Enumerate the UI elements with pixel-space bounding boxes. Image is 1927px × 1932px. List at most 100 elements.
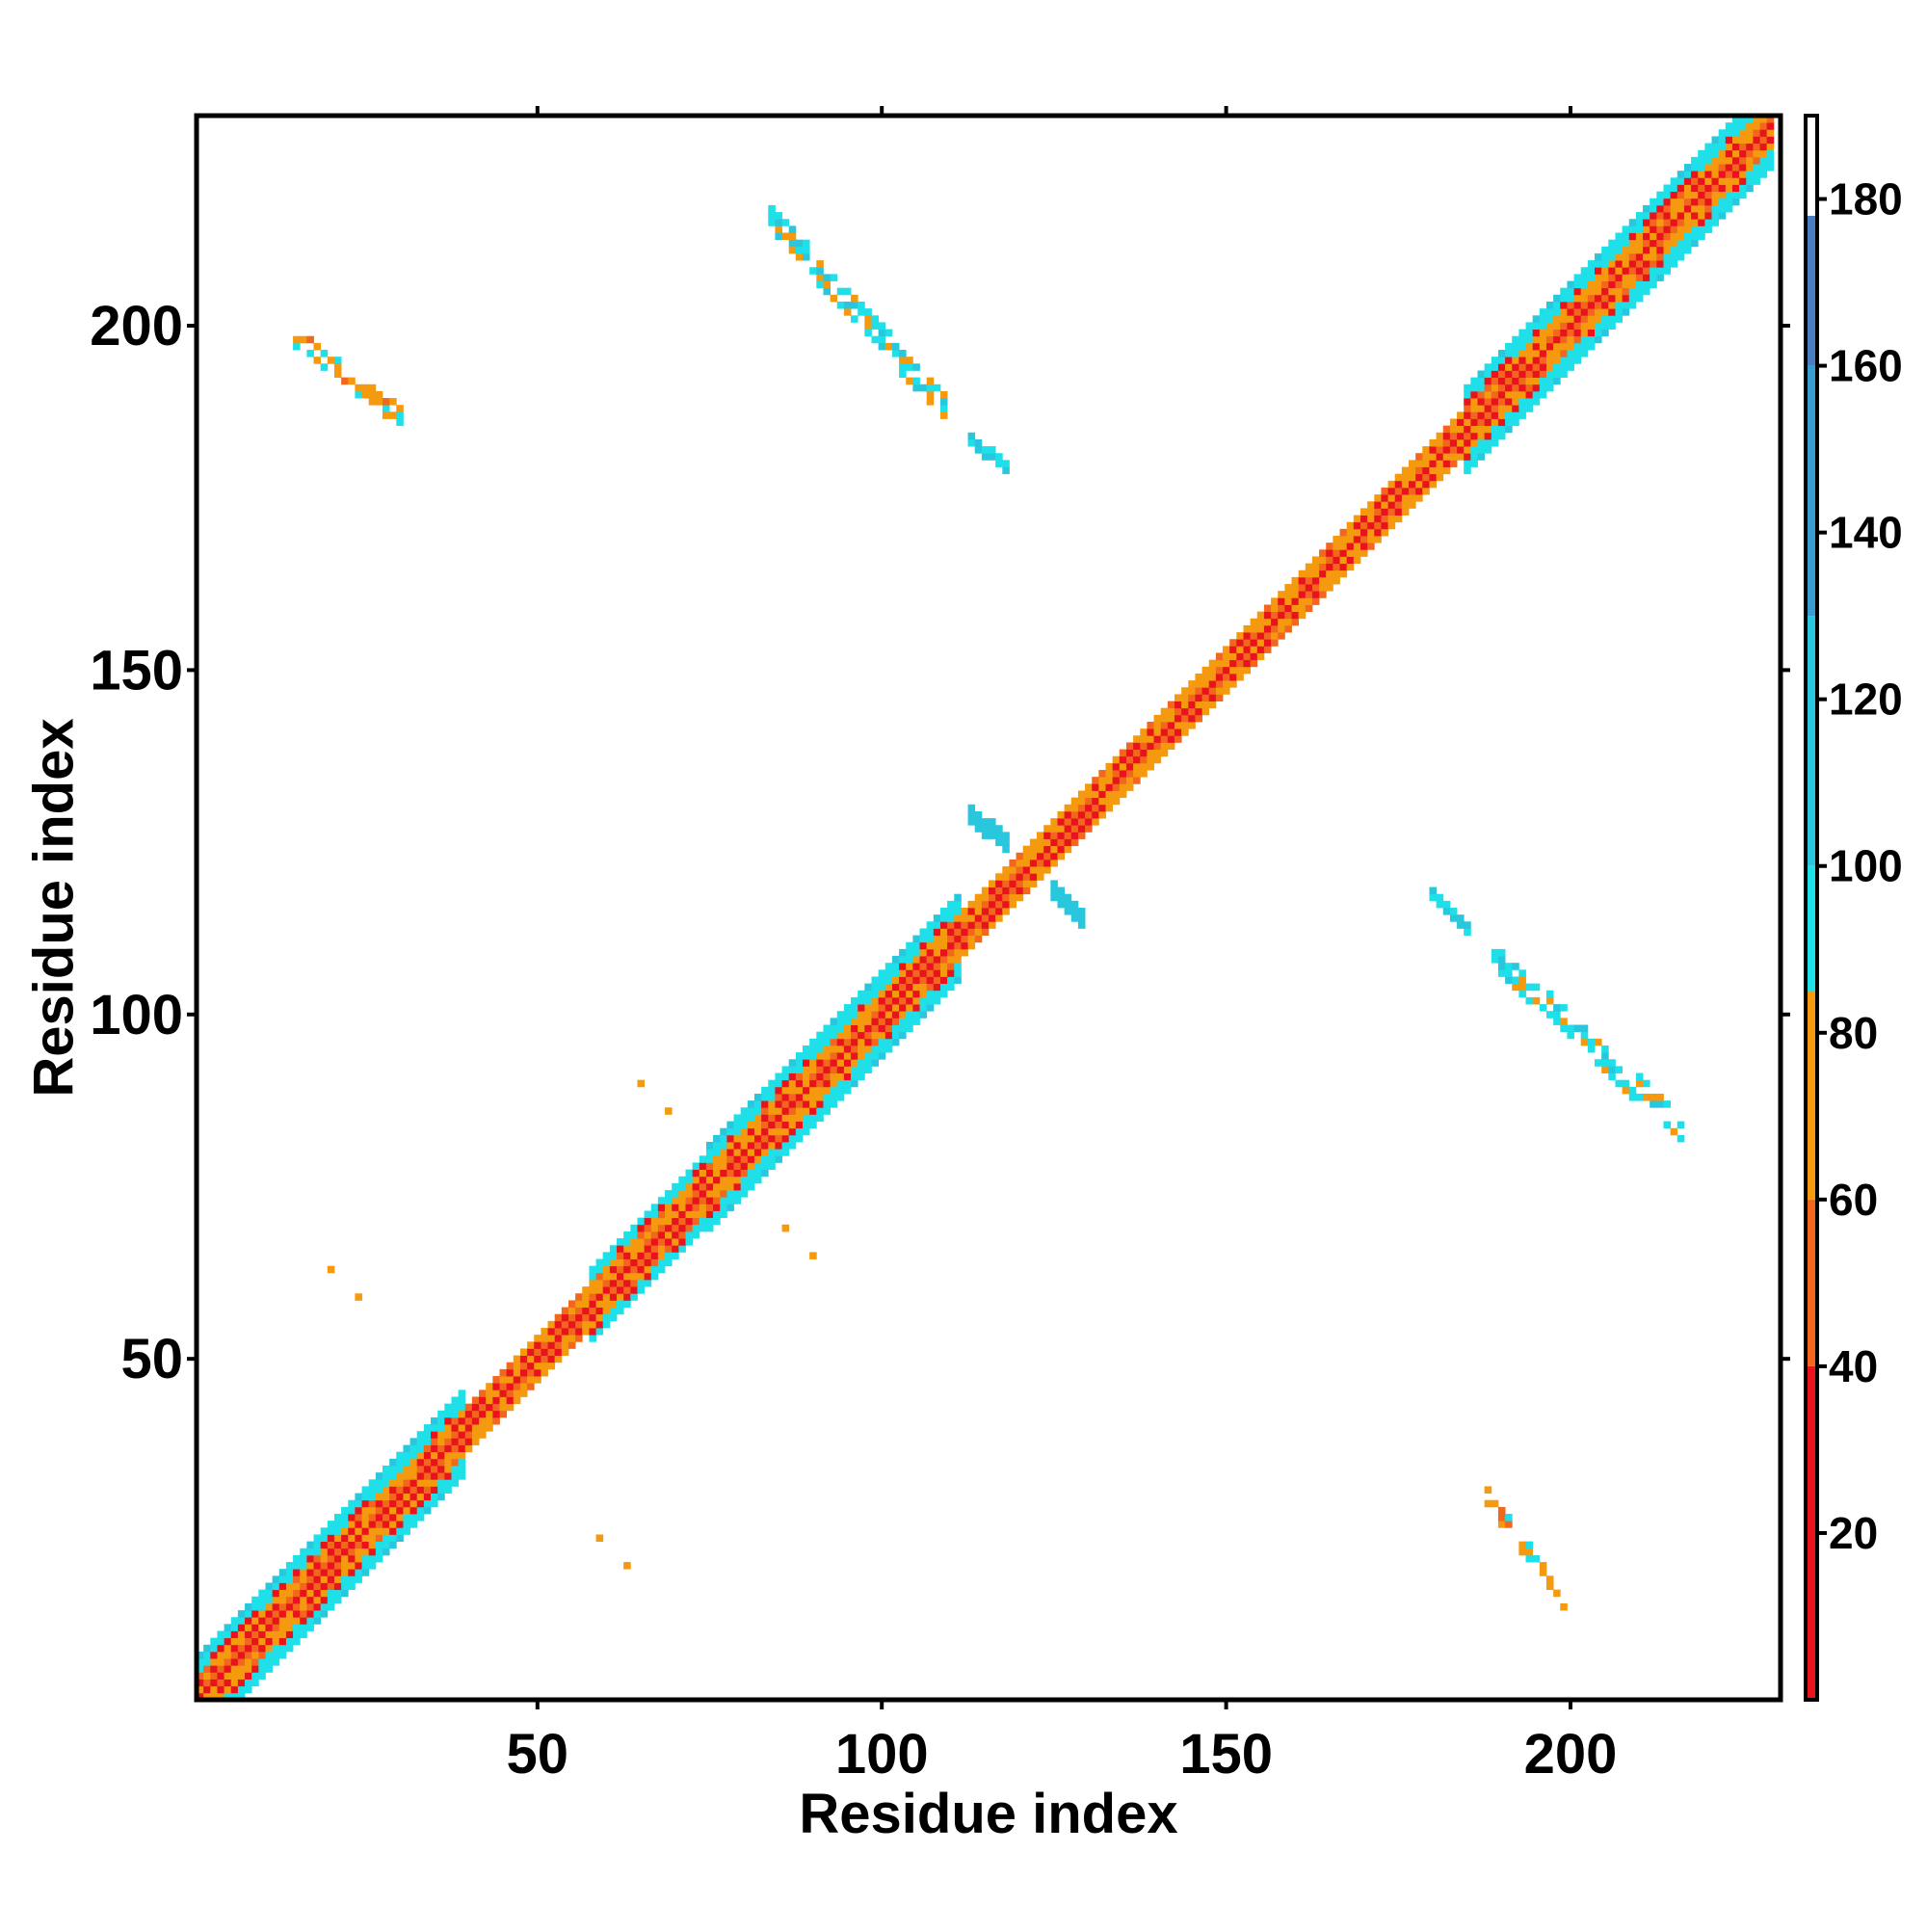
heatmap-cell bbox=[361, 1521, 370, 1528]
heatmap-cell bbox=[245, 1617, 252, 1625]
heatmap-cell bbox=[1608, 252, 1616, 261]
heatmap-cell bbox=[685, 1176, 694, 1184]
heatmap-cell bbox=[967, 914, 976, 922]
heatmap-cell bbox=[989, 446, 996, 454]
heatmap-cell bbox=[609, 1252, 618, 1259]
heatmap-cell bbox=[788, 1114, 797, 1122]
heatmap-cell bbox=[1587, 287, 1596, 296]
x-axis-title: Residue index bbox=[799, 1783, 1177, 1845]
heatmap-cell bbox=[224, 1665, 232, 1673]
heatmap-cell bbox=[1595, 294, 1602, 303]
heatmap-cell bbox=[1553, 1018, 1561, 1025]
heatmap-cell bbox=[713, 1162, 721, 1171]
heatmap-cell bbox=[327, 1582, 335, 1591]
heatmap-cell bbox=[1497, 377, 1506, 385]
heatmap-cell bbox=[1484, 390, 1492, 399]
heatmap-cell bbox=[713, 1155, 721, 1163]
heatmap-cell bbox=[967, 804, 976, 812]
heatmap-cell bbox=[1167, 714, 1175, 723]
heatmap-cell bbox=[733, 1197, 742, 1204]
heatmap-cell bbox=[272, 1602, 280, 1611]
heatmap-cell bbox=[1704, 164, 1712, 172]
heatmap-cell bbox=[272, 1658, 280, 1666]
heatmap-cell bbox=[437, 1486, 445, 1494]
heatmap-cell bbox=[527, 1376, 535, 1384]
heatmap-cell bbox=[320, 1527, 329, 1535]
heatmap-cell bbox=[1725, 129, 1733, 137]
heatmap-cell bbox=[692, 1169, 700, 1178]
heatmap-cell bbox=[1278, 591, 1285, 598]
heatmap-cell bbox=[1691, 232, 1699, 241]
heatmap-cell bbox=[568, 1300, 576, 1308]
heatmap-cell bbox=[699, 1182, 707, 1191]
heatmap-cell bbox=[1381, 508, 1388, 516]
heatmap-cell bbox=[1560, 342, 1568, 351]
heatmap-cell bbox=[547, 1335, 556, 1342]
heatmap-cell bbox=[285, 1596, 294, 1604]
heatmap-cell bbox=[1573, 335, 1582, 344]
heatmap-cell bbox=[871, 976, 880, 985]
heatmap-cell bbox=[1512, 390, 1519, 399]
heatmap-cell bbox=[906, 983, 913, 992]
heatmap-cell bbox=[1484, 1499, 1492, 1508]
heatmap-cell bbox=[458, 1410, 466, 1418]
heatmap-cell bbox=[871, 1024, 880, 1033]
heatmap-cell bbox=[1635, 294, 1644, 303]
heatmap-cell bbox=[1112, 790, 1121, 799]
heatmap-cell bbox=[437, 1472, 445, 1480]
heatmap-cell bbox=[1746, 122, 1754, 130]
heatmap-cell bbox=[1670, 1127, 1678, 1136]
heatmap-cell bbox=[348, 377, 356, 385]
heatmap-cell bbox=[1367, 501, 1375, 509]
heatmap-cell bbox=[375, 1534, 383, 1542]
heatmap-cell bbox=[657, 1265, 666, 1274]
heatmap-cell bbox=[884, 329, 893, 337]
heatmap-cell bbox=[451, 1424, 460, 1432]
heatmap-cell bbox=[1663, 219, 1672, 226]
heatmap-cell bbox=[1608, 239, 1616, 248]
heatmap-cell bbox=[541, 1362, 548, 1370]
heatmap-cell bbox=[830, 1018, 838, 1025]
heatmap-cell bbox=[650, 1258, 659, 1267]
heatmap-cell bbox=[733, 1127, 742, 1136]
heatmap-cell bbox=[1725, 177, 1733, 185]
heatmap-cell bbox=[685, 1224, 694, 1232]
heatmap-cell bbox=[1278, 632, 1285, 640]
heatmap-cell bbox=[561, 1341, 569, 1349]
heatmap-cell bbox=[203, 1692, 211, 1701]
heatmap-cell bbox=[1650, 246, 1657, 254]
heatmap-cell bbox=[1374, 515, 1382, 523]
heatmap-cell bbox=[396, 1472, 404, 1480]
heatmap-cell bbox=[1271, 624, 1279, 633]
heatmap-cell bbox=[265, 1602, 274, 1611]
heatmap-cell bbox=[1457, 921, 1465, 929]
heatmap-cell bbox=[726, 1169, 734, 1178]
heatmap-cell bbox=[685, 1169, 694, 1178]
heatmap-cell bbox=[1595, 252, 1602, 261]
heatmap-cell bbox=[961, 948, 968, 957]
heatmap-cell bbox=[327, 1562, 335, 1570]
heatmap-cell bbox=[1319, 576, 1327, 585]
heatmap-cell bbox=[333, 363, 342, 371]
heatmap-cell bbox=[1464, 418, 1471, 427]
heatmap-cell bbox=[1291, 604, 1300, 613]
heatmap-cell bbox=[858, 1059, 865, 1067]
heatmap-cell bbox=[1595, 329, 1602, 337]
heatmap-cell bbox=[1739, 164, 1747, 172]
heatmap-cell bbox=[1064, 810, 1072, 819]
heatmap-cell bbox=[1663, 246, 1672, 254]
heatmap-cell bbox=[313, 1610, 322, 1618]
heatmap-cell bbox=[568, 1313, 576, 1322]
heatmap-cell bbox=[278, 1569, 287, 1576]
heatmap-cell bbox=[878, 983, 886, 992]
heatmap-cell bbox=[1545, 350, 1554, 357]
heatmap-cell bbox=[1284, 584, 1292, 592]
heatmap-cell bbox=[582, 1313, 590, 1322]
heatmap-cell bbox=[1539, 1004, 1547, 1012]
heatmap-cell bbox=[1153, 735, 1162, 743]
heatmap-cell bbox=[1676, 177, 1685, 185]
heatmap-cell bbox=[1050, 880, 1058, 887]
heatmap-cell bbox=[1739, 156, 1747, 165]
heatmap-cell bbox=[602, 1293, 611, 1301]
